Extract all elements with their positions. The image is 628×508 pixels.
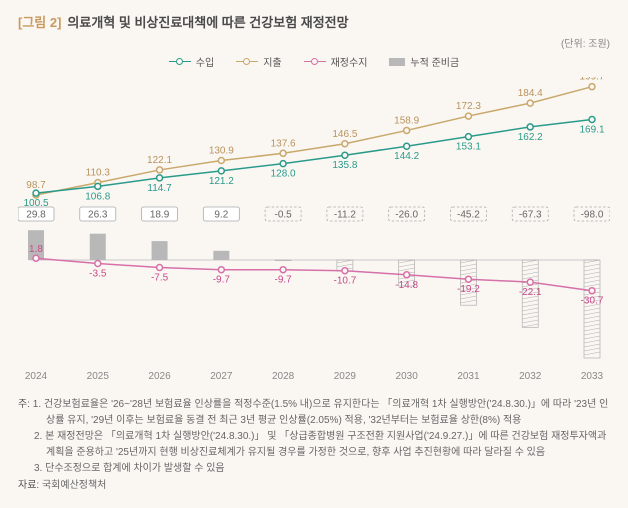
chart-svg: 29.8 26.3 18.9 9.2 -0.5 -11.2 -26.0 -45.2 -67.3 -… xyxy=(18,77,610,387)
source: 국회예산정책처 xyxy=(42,480,106,491)
svg-text:130.9: 130.9 xyxy=(209,145,234,156)
svg-text:-26.0: -26.0 xyxy=(395,210,418,221)
svg-text:-9.7: -9.7 xyxy=(274,275,292,286)
note-3: 단수조정으로 합계에 차이가 발생할 수 있음 xyxy=(45,463,225,474)
svg-text:-10.7: -10.7 xyxy=(333,276,356,287)
svg-text:2030: 2030 xyxy=(396,371,419,382)
svg-text:121.2: 121.2 xyxy=(209,176,234,187)
note-2: 본 재정전망은 「의료개혁 1차 실행방안('24.8.30.)」 및 「상급종… xyxy=(45,431,606,458)
svg-text:9.2: 9.2 xyxy=(214,210,228,221)
figure-title: 의료개혁 및 비상진료대책에 따른 건강보험 재정전망 xyxy=(67,12,348,31)
legend-reserve: 누적 준비금 xyxy=(389,54,459,69)
svg-text:-22.1: -22.1 xyxy=(519,287,542,298)
svg-text:184.4: 184.4 xyxy=(518,88,543,99)
footnotes: 주: 1. 건강보험료율은 '26~'28년 보험료율 인상률을 적정수준(1.… xyxy=(18,397,610,493)
svg-text:-98.0: -98.0 xyxy=(581,210,604,221)
svg-text:100.5: 100.5 xyxy=(23,198,48,209)
svg-text:2027: 2027 xyxy=(210,371,233,382)
svg-text:2024: 2024 xyxy=(25,371,48,382)
svg-text:2032: 2032 xyxy=(519,371,542,382)
note-1: 건강보험료율은 '26~'28년 보험료율 인상률을 적정수준(1.5% 내)으… xyxy=(44,399,608,426)
svg-text:-7.5: -7.5 xyxy=(151,273,169,284)
svg-text:106.8: 106.8 xyxy=(85,191,110,202)
title-row: [그림 2] 의료개혁 및 비상진료대책에 따른 건강보험 재정전망 xyxy=(18,12,610,31)
svg-text:-14.8: -14.8 xyxy=(395,280,418,291)
svg-text:128.0: 128.0 xyxy=(271,169,296,180)
svg-text:29.8: 29.8 xyxy=(26,210,46,221)
svg-text:-45.2: -45.2 xyxy=(457,210,480,221)
legend-revenue: .legend-item:nth-child(1) .legend-line::… xyxy=(169,54,214,69)
svg-text:-67.3: -67.3 xyxy=(519,210,542,221)
legend-expenditure-label: 지출 xyxy=(263,54,281,69)
figure-label: [그림 2] xyxy=(18,12,61,31)
svg-text:158.9: 158.9 xyxy=(394,115,419,126)
units-label: (단위: 조원) xyxy=(18,35,610,50)
svg-text:-19.2: -19.2 xyxy=(457,284,480,295)
svg-text:169.1: 169.1 xyxy=(579,125,604,136)
notes-prefix: 주: xyxy=(18,399,30,410)
svg-text:172.3: 172.3 xyxy=(456,101,481,112)
figure-container: [그림 2] 의료개혁 및 비상진료대책에 따른 건강보험 재정전망 (단위: … xyxy=(0,0,628,508)
svg-text:122.1: 122.1 xyxy=(147,155,172,166)
svg-text:2031: 2031 xyxy=(457,371,480,382)
svg-text:1.8: 1.8 xyxy=(29,244,43,255)
source-label: 자료: xyxy=(18,480,39,491)
svg-text:153.1: 153.1 xyxy=(456,142,481,153)
legend-reserve-label: 누적 준비금 xyxy=(410,54,459,69)
legend-balance: .legend-item:nth-child(3) .legend-line::… xyxy=(304,54,368,69)
svg-text:-30.7: -30.7 xyxy=(581,296,604,307)
svg-text:110.3: 110.3 xyxy=(86,168,111,179)
svg-text:2028: 2028 xyxy=(272,371,295,382)
svg-text:-11.2: -11.2 xyxy=(334,210,356,221)
svg-text:26.3: 26.3 xyxy=(88,210,108,221)
legend-revenue-label: 수입 xyxy=(196,54,214,69)
svg-text:-3.5: -3.5 xyxy=(89,269,107,280)
svg-text:162.2: 162.2 xyxy=(518,132,543,143)
svg-text:2029: 2029 xyxy=(334,371,357,382)
svg-text:137.6: 137.6 xyxy=(271,138,296,149)
legend: .legend-item:nth-child(1) .legend-line::… xyxy=(18,54,610,69)
svg-text:146.5: 146.5 xyxy=(332,129,357,140)
chart: 29.8 26.3 18.9 9.2 -0.5 -11.2 -26.0 -45.2 -67.3 -… xyxy=(18,77,610,387)
legend-expenditure: .legend-item:nth-child(2) .legend-line::… xyxy=(236,54,281,69)
svg-text:144.2: 144.2 xyxy=(394,151,419,162)
svg-text:135.8: 135.8 xyxy=(332,160,357,171)
svg-text:-9.7: -9.7 xyxy=(213,275,231,286)
svg-text:2025: 2025 xyxy=(87,371,110,382)
legend-balance-label: 재정수지 xyxy=(331,54,368,69)
svg-text:2033: 2033 xyxy=(581,371,604,382)
svg-text:2026: 2026 xyxy=(148,371,171,382)
svg-text:18.9: 18.9 xyxy=(150,210,170,221)
svg-text:-0.5: -0.5 xyxy=(274,210,292,221)
svg-text:114.7: 114.7 xyxy=(147,183,172,194)
svg-text:199.7: 199.7 xyxy=(579,77,604,83)
